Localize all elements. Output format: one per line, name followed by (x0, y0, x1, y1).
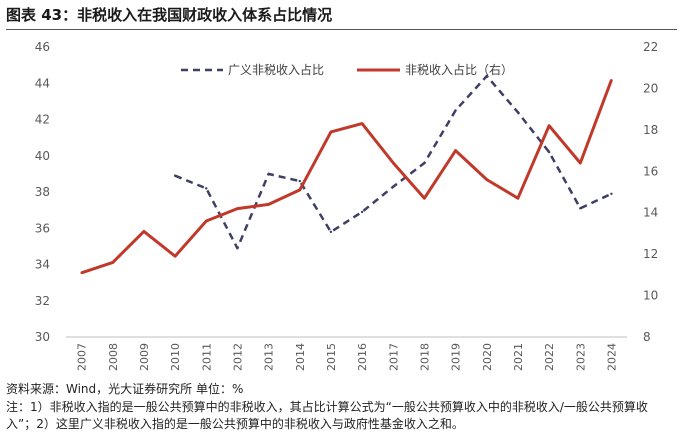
y-right-tick-label: 14 (643, 206, 658, 220)
x-tick-label: 2009 (138, 343, 151, 371)
x-tick-label: 2017 (387, 343, 400, 371)
series-1-point (423, 197, 426, 200)
series-0-point (236, 246, 239, 250)
series-1-point (485, 178, 488, 181)
series-0-point (547, 150, 551, 154)
x-tick-label: 2016 (356, 343, 369, 371)
series-0-point (329, 230, 333, 234)
y-right-tick-label: 12 (643, 247, 658, 261)
series-1-point (142, 230, 146, 233)
series-0-point (205, 187, 208, 190)
series-1-point (298, 188, 301, 192)
y-left-tick-label: 30 (35, 330, 50, 344)
figure-title: 图表 43：非税收入在我国财政收入体系占比情况 (6, 6, 333, 24)
x-tick-label: 2011 (200, 343, 213, 371)
series-1-point (516, 197, 520, 200)
y-left-tick-label: 44 (35, 76, 50, 90)
x-tick-label: 2015 (325, 343, 338, 371)
x-tick-label: 2024 (605, 343, 618, 371)
y-left-tick-label: 42 (35, 113, 50, 127)
x-tick-label: 2023 (574, 343, 587, 371)
series-nontax-line (81, 79, 613, 275)
series-0-point (267, 172, 270, 176)
series (80, 74, 613, 275)
legend: 广义非税收入占比 非税收入占比（右） (181, 62, 513, 77)
series-1-point (267, 203, 270, 206)
series-1-point (454, 149, 457, 152)
series-1-point (205, 219, 208, 223)
legend-label-nontax: 非税收入占比（右） (405, 62, 513, 77)
series-1-point (360, 122, 364, 125)
x-tick-label: 2019 (450, 343, 463, 371)
y-right-tick-label: 10 (643, 289, 658, 303)
x-tick-label: 2020 (481, 343, 494, 371)
series-1-point (173, 255, 177, 258)
y-right-tick-label: 20 (643, 81, 658, 95)
series-0-point (610, 192, 613, 196)
series-1-point (392, 161, 395, 165)
y-right-tick-label: 8 (643, 330, 651, 344)
series-0-point (454, 109, 457, 112)
y-left-tick-label: 36 (35, 221, 50, 235)
series-0-point (485, 74, 488, 78)
x-tick-label: 2021 (512, 343, 525, 371)
series-1-point (236, 207, 239, 210)
series-1-point (547, 124, 551, 127)
series-1-point (579, 161, 582, 165)
x-tick-label: 2022 (543, 343, 556, 371)
x-tick-label: 2013 (263, 343, 276, 371)
series-0-point (579, 207, 582, 210)
series-0-point (360, 210, 364, 214)
series-0-point (392, 185, 395, 188)
series-1-point (111, 261, 114, 264)
footnote: 注：1）非税收入指的是一般公共预算中的非税收入，其占比计算公式为“一般公共预算收… (6, 400, 648, 431)
y-left-tick-label: 40 (35, 149, 50, 163)
y-right-tick-label: 18 (643, 123, 658, 137)
y-left-tick-label: 34 (35, 258, 50, 272)
series-1-point (329, 130, 333, 134)
x-tick-label: 2012 (231, 343, 244, 371)
y-right-tick-label: 22 (643, 40, 658, 54)
series-1-point (610, 78, 613, 82)
series-0-point (173, 174, 177, 177)
x-tick-label: 2008 (107, 343, 120, 371)
title-divider (6, 29, 677, 30)
series-0-point (298, 179, 301, 183)
series-0-point (423, 161, 426, 165)
x-tick-label: 2010 (169, 343, 182, 371)
y-left-tick-label: 32 (35, 294, 50, 308)
x-tick-label: 2014 (294, 343, 307, 371)
y-right-tick-label: 16 (643, 164, 658, 178)
series-1-point (80, 271, 83, 274)
x-tick-label: 2018 (418, 343, 431, 371)
x-tick-label: 2007 (76, 343, 89, 371)
legend-label-broad: 广义非税收入占比 (228, 62, 324, 77)
y-left-tick-label: 46 (35, 40, 50, 54)
series-0-point (516, 111, 520, 114)
source-note: 资料来源：Wind，光大证券研究所 单位：% (6, 382, 244, 396)
y-left-tick-label: 38 (35, 185, 50, 199)
